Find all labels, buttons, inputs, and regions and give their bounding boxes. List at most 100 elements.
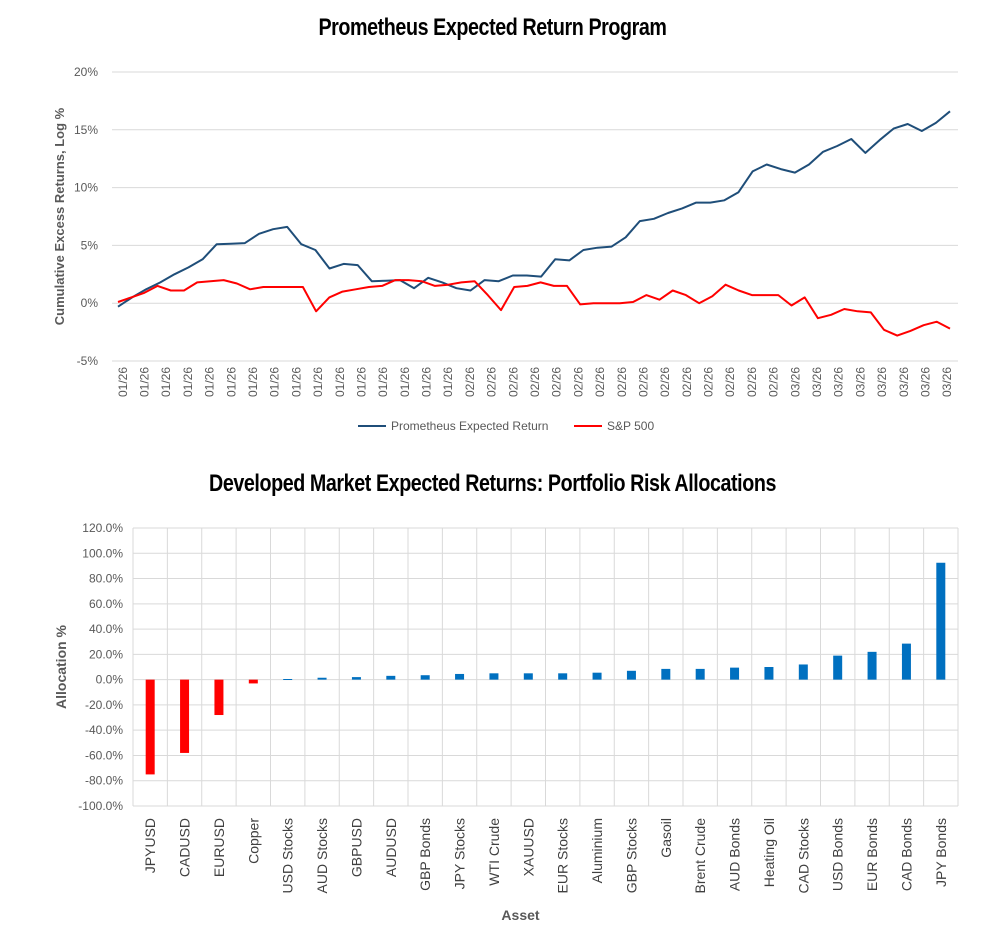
y-tick-label: 60.0% bbox=[89, 597, 123, 611]
bar bbox=[489, 673, 499, 680]
bar bbox=[180, 679, 190, 753]
y-tick-label: 15% bbox=[74, 123, 98, 137]
y-tick-label: 0.0% bbox=[96, 673, 124, 687]
x-tick-label: 02/26 bbox=[485, 367, 499, 397]
bar bbox=[592, 672, 602, 680]
bar bbox=[798, 664, 808, 680]
y-tick-label: 0% bbox=[81, 296, 99, 310]
x-category-label: EUR Stocks bbox=[555, 818, 571, 893]
x-tick-label: 01/26 bbox=[441, 367, 455, 397]
bar bbox=[833, 655, 843, 680]
x-tick-label: 01/26 bbox=[203, 367, 217, 397]
x-tick-label: 01/26 bbox=[181, 367, 195, 397]
x-tick-label: 03/26 bbox=[875, 367, 889, 397]
x-category-label: CADUSD bbox=[177, 818, 193, 877]
x-category-label: EUR Bonds bbox=[864, 818, 880, 891]
x-tick-label: 01/26 bbox=[116, 367, 130, 397]
x-tick-label: 02/26 bbox=[767, 367, 781, 397]
bar bbox=[661, 668, 671, 680]
x-tick-label: 03/26 bbox=[788, 367, 802, 397]
x-tick-label: 01/26 bbox=[398, 367, 412, 397]
y-tick-label: 20% bbox=[74, 65, 98, 79]
x-tick-label: 01/26 bbox=[224, 367, 238, 397]
bar bbox=[455, 673, 465, 680]
bar bbox=[695, 668, 705, 680]
x-tick-label: 01/26 bbox=[376, 367, 390, 397]
bar bbox=[523, 673, 533, 680]
y-axis-label: Cumulative Excess Returns, Log % bbox=[52, 107, 67, 325]
y-tick-label: -100.0% bbox=[78, 799, 123, 813]
x-category-label: GBPUSD bbox=[348, 818, 364, 877]
x-tick-label: 01/26 bbox=[268, 367, 282, 397]
x-category-label: AUDUSD bbox=[383, 818, 399, 877]
x-category-label: EURUSD bbox=[211, 818, 227, 877]
y-tick-label: 120.0% bbox=[82, 521, 123, 535]
bar bbox=[558, 673, 568, 680]
x-tick-label: 02/26 bbox=[636, 367, 650, 397]
line-chart: 20% 15% 10% 5% 0% -5% 01/26 01/26 01/26 01/26 01/2… bbox=[52, 65, 958, 433]
x-tick-label: 01/26 bbox=[159, 367, 173, 397]
bar bbox=[901, 643, 911, 680]
bar bbox=[386, 675, 396, 680]
bar bbox=[214, 679, 224, 716]
x-tick-label: 01/26 bbox=[138, 367, 152, 397]
x-tick-label: 01/26 bbox=[333, 367, 347, 397]
bar bbox=[351, 677, 361, 680]
y-tick-label: 10% bbox=[74, 181, 98, 195]
x-category-label: GBP Stocks bbox=[623, 818, 639, 893]
series-line-prometheus bbox=[117, 110, 951, 308]
legend-label: Prometheus Expected Return bbox=[391, 419, 548, 433]
y-tick-label: -5% bbox=[77, 354, 99, 368]
x-tick-label: 03/26 bbox=[832, 367, 846, 397]
x-tick-label: 02/26 bbox=[615, 367, 629, 397]
bar bbox=[283, 679, 293, 681]
x-tick-label: 01/26 bbox=[311, 367, 325, 397]
x-category-label: CAD Bonds bbox=[898, 818, 914, 891]
x-category-label: JPY Bonds bbox=[933, 818, 949, 887]
x-category-label: JPYUSD bbox=[142, 818, 158, 873]
x-tick-label: 03/26 bbox=[810, 367, 824, 397]
x-tick-label: 02/26 bbox=[571, 367, 585, 397]
y-tick-label: 20.0% bbox=[89, 647, 123, 661]
x-category-label: AUD Bonds bbox=[727, 818, 743, 891]
y-tick-label: -20.0% bbox=[85, 698, 123, 712]
y-tick-label: 5% bbox=[81, 238, 99, 252]
x-tick-label: 01/26 bbox=[420, 367, 434, 397]
bar bbox=[764, 667, 774, 680]
bar bbox=[248, 679, 258, 684]
x-category-label: USD Stocks bbox=[280, 818, 296, 893]
x-tick-label: 02/26 bbox=[463, 367, 477, 397]
bar-chart-title: Developed Market Expected Returns: Portf… bbox=[209, 470, 776, 497]
bar bbox=[626, 670, 636, 680]
x-category-label: Copper bbox=[245, 818, 261, 864]
x-tick-label: 03/26 bbox=[918, 367, 932, 397]
x-category-label: WTI Crude bbox=[486, 818, 502, 886]
x-tick-label: 03/26 bbox=[940, 367, 954, 397]
x-category-label: USD Bonds bbox=[830, 818, 846, 891]
x-tick-label: 02/26 bbox=[506, 367, 520, 397]
y-tick-label: -80.0% bbox=[85, 774, 123, 788]
x-tick-label: 01/26 bbox=[246, 367, 260, 397]
x-category-label: AUD Stocks bbox=[314, 818, 330, 893]
bar bbox=[936, 562, 946, 680]
x-tick-label: 01/26 bbox=[354, 367, 368, 397]
x-tick-label: 03/26 bbox=[853, 367, 867, 397]
x-category-label: Gasoil bbox=[658, 818, 674, 858]
x-tick-label: 02/26 bbox=[658, 367, 672, 397]
x-tick-label: 02/26 bbox=[550, 367, 564, 397]
x-tick-label: 02/26 bbox=[680, 367, 694, 397]
x-category-label: Aluminium bbox=[589, 818, 605, 883]
y-tick-label: 40.0% bbox=[89, 622, 123, 636]
x-tick-label: 02/26 bbox=[723, 367, 737, 397]
x-category-label: Heating Oil bbox=[761, 818, 777, 887]
x-tick-label: 02/26 bbox=[528, 367, 542, 397]
x-category-label: Brent Crude bbox=[692, 818, 708, 894]
x-tick-label: 02/26 bbox=[593, 367, 607, 397]
legend-label: S&P 500 bbox=[607, 419, 654, 433]
line-chart-title: Prometheus Expected Return Program bbox=[318, 14, 667, 41]
x-category-label: JPY Stocks bbox=[452, 818, 468, 889]
y-tick-label: -40.0% bbox=[85, 723, 123, 737]
bar bbox=[730, 667, 740, 680]
y-axis-label: Allocation % bbox=[53, 624, 69, 709]
